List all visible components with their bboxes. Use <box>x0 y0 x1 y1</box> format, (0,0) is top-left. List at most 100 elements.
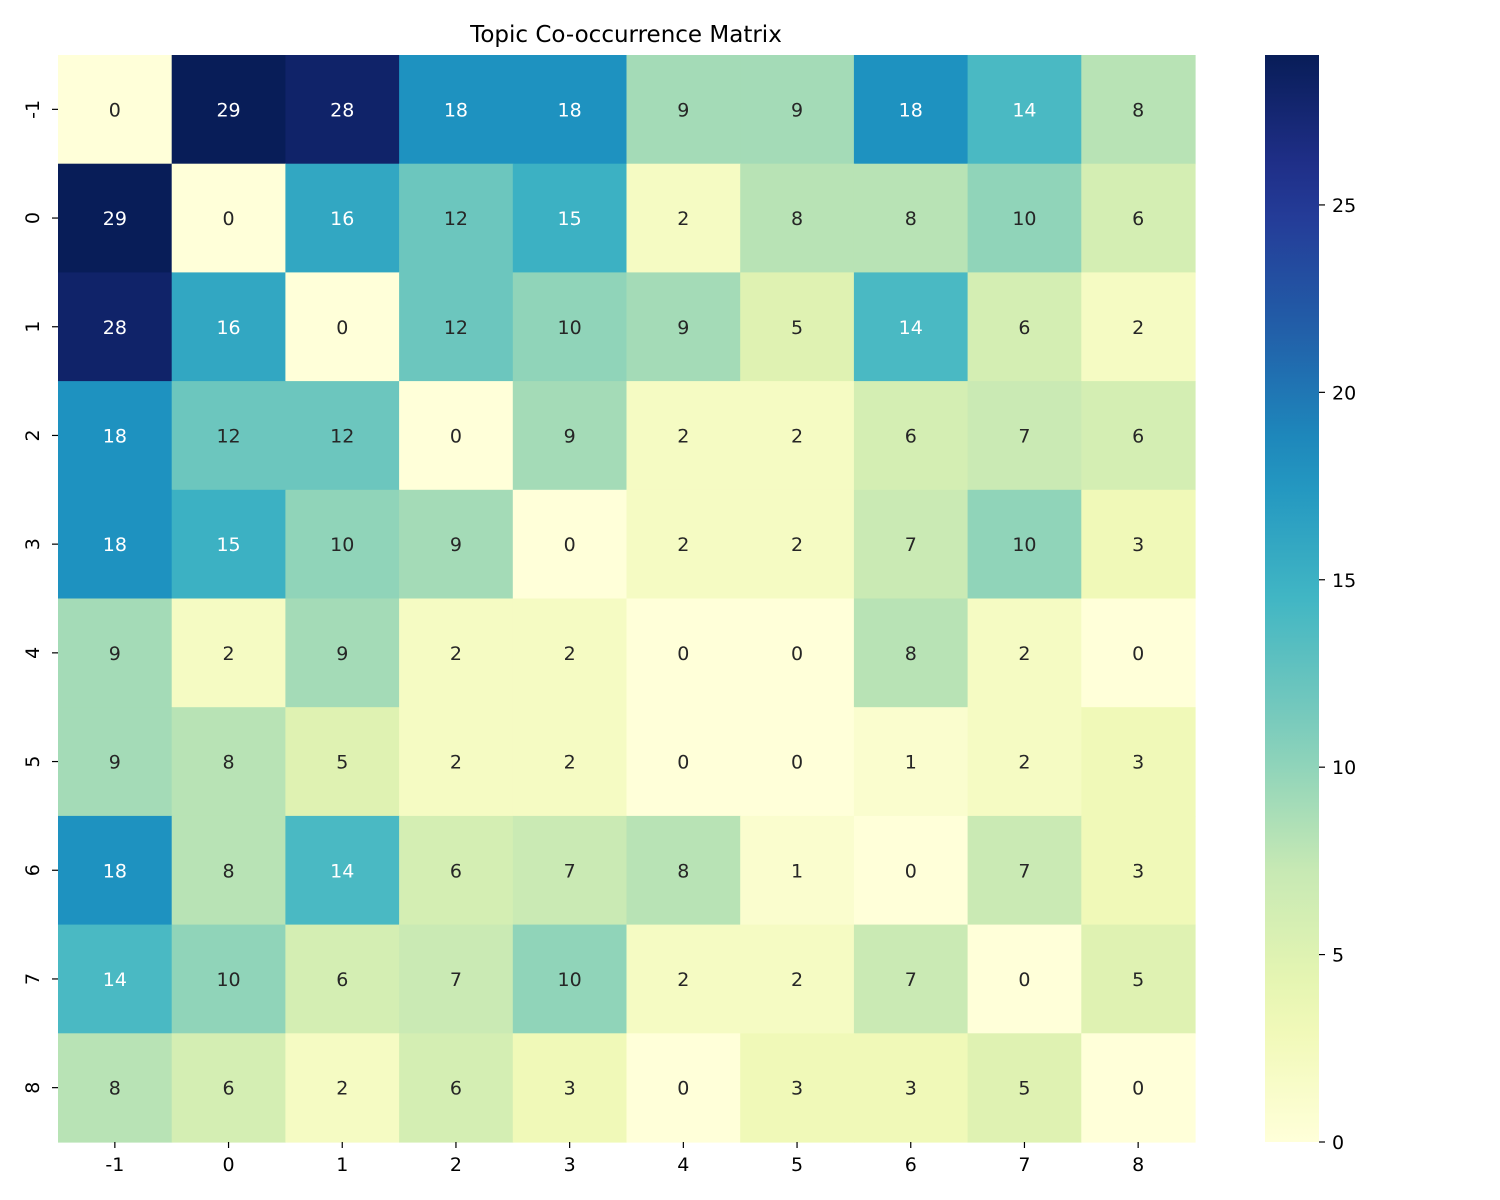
heatmap-cell <box>512 55 628 165</box>
heatmap-cell <box>512 163 628 273</box>
cell-value-label: 3 <box>905 1078 917 1100</box>
heatmap-cell <box>512 815 628 926</box>
cell-value-label: 7 <box>1018 425 1030 447</box>
heatmap-cell <box>58 272 173 382</box>
heatmap-cell <box>285 489 400 600</box>
heatmap-cell <box>399 489 514 600</box>
colorbar-tick-label: 5 <box>1332 945 1344 967</box>
heatmap-cell <box>1081 1033 1196 1143</box>
heatmap-cell <box>853 272 969 382</box>
cell-value-label: 6 <box>1132 208 1144 230</box>
cell-value-label: 14 <box>899 317 923 339</box>
y-tick-label: 2 <box>22 429 44 441</box>
heatmap-cell <box>285 1033 400 1143</box>
y-axis: -1 0 1 2 3 4 5 6 7 8 <box>22 100 58 1094</box>
heatmap-cell <box>1081 163 1196 273</box>
y-tick-label: 0 <box>22 212 44 224</box>
heatmap-cell <box>399 381 514 491</box>
heatmap-cell <box>626 489 741 600</box>
cell-value-label: 0 <box>1132 643 1144 665</box>
cell-value-label: 7 <box>450 969 462 991</box>
cell-value-label: 18 <box>103 534 127 556</box>
cell-value-label: 9 <box>450 534 462 556</box>
heatmap-cell <box>967 924 1082 1034</box>
cell-value-label: 0 <box>1018 969 1030 991</box>
heatmap-cell <box>1081 381 1196 491</box>
cell-value-label: 2 <box>223 643 235 665</box>
cell-value-label: 2 <box>677 208 689 230</box>
cell-value-label: 9 <box>791 99 803 121</box>
cell-value-label: 10 <box>216 969 240 991</box>
cell-value-label: 3 <box>1132 534 1144 556</box>
cell-value-label: 6 <box>905 425 917 447</box>
heatmap-cell <box>58 815 173 926</box>
cell-value-label: 6 <box>450 860 462 882</box>
heatmap-cell <box>399 815 514 926</box>
cell-value-label: 18 <box>103 860 127 882</box>
cell-value-label: 18 <box>103 425 127 447</box>
heatmap-cell <box>626 381 741 491</box>
cell-value-label: 9 <box>109 643 121 665</box>
heatmap-cell <box>171 815 286 926</box>
cell-value-label: 3 <box>791 1078 803 1100</box>
cell-value-label: 3 <box>1132 860 1144 882</box>
cell-value-label: 12 <box>444 208 468 230</box>
cell-value-label: 8 <box>905 643 917 665</box>
heatmap-cell <box>512 598 628 708</box>
heatmap-cell <box>285 598 400 708</box>
heatmap-cell <box>171 381 286 491</box>
heatmap-cell <box>399 272 514 382</box>
heatmap-cell <box>967 598 1082 708</box>
cell-value-label: 8 <box>223 752 235 774</box>
heatmap-cell <box>58 707 173 817</box>
heatmap-cell <box>512 924 628 1034</box>
colorbar-tick-label: 0 <box>1332 1132 1344 1154</box>
y-tick-label: 8 <box>22 1082 44 1094</box>
heatmap-cell <box>285 272 400 382</box>
cell-value-label: 6 <box>1132 425 1144 447</box>
cell-value-label: 0 <box>564 534 576 556</box>
heatmap-cell <box>1081 272 1196 382</box>
heatmap-cell <box>1081 598 1196 708</box>
heatmap-cell <box>171 924 286 1034</box>
cell-value-label: 7 <box>905 534 917 556</box>
cell-value-label: 1 <box>905 752 917 774</box>
cell-value-label: 8 <box>677 860 689 882</box>
colorbar-tick-label: 15 <box>1332 570 1356 592</box>
x-tick-label: 0 <box>223 1154 235 1176</box>
colorbar: 0 5 10 15 20 25 <box>1265 55 1356 1154</box>
heatmap-cell <box>853 381 969 491</box>
cell-value-label: 0 <box>1132 1078 1144 1100</box>
heatmap-cell <box>740 489 855 600</box>
cell-value-label: 8 <box>791 208 803 230</box>
cell-value-label: 0 <box>677 752 689 774</box>
heatmap-cell <box>512 1033 628 1143</box>
heatmap-cell <box>740 272 855 382</box>
heatmap-cell <box>626 163 741 273</box>
heatmap-cell <box>399 55 514 165</box>
heatmap-cell <box>967 815 1082 926</box>
cell-value-label: 0 <box>791 643 803 665</box>
cell-value-label: 9 <box>336 643 348 665</box>
heatmap-cell <box>740 381 855 491</box>
cell-value-label: 14 <box>330 860 354 882</box>
heatmap-cell <box>285 924 400 1034</box>
cell-value-label: 16 <box>216 317 240 339</box>
heatmap-cell <box>740 707 855 817</box>
y-tick-label: 7 <box>22 973 44 985</box>
heatmap-cell <box>967 707 1082 817</box>
heatmap-cell <box>171 1033 286 1143</box>
cell-value-label: 5 <box>1132 969 1144 991</box>
cell-value-label: 7 <box>905 969 917 991</box>
heatmap-cell <box>399 598 514 708</box>
cell-value-label: 2 <box>1132 317 1144 339</box>
x-tick-label: 6 <box>905 1154 917 1176</box>
colorbar-tick-label: 10 <box>1332 757 1356 779</box>
cell-value-label: 9 <box>677 99 689 121</box>
cell-value-label: 2 <box>791 534 803 556</box>
cell-value-label: 10 <box>1012 208 1036 230</box>
heatmap-cell <box>171 272 286 382</box>
heatmap-cell <box>285 55 400 165</box>
heatmap-cell <box>626 924 741 1034</box>
heatmap-cell <box>171 598 286 708</box>
